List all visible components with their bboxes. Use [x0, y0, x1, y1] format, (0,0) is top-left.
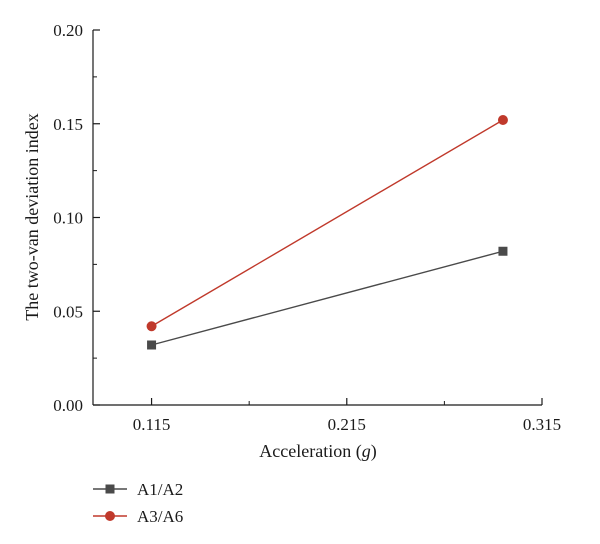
- series-line-a1-a2: [151, 250, 504, 346]
- y-axis-title: The two-van deviation index: [22, 113, 42, 320]
- data-point: [497, 115, 508, 125]
- data-point: [498, 246, 508, 256]
- y-tick-label: 0.10: [53, 209, 83, 228]
- y-tick-label: 0.20: [53, 21, 83, 40]
- data-point: [146, 321, 157, 332]
- y-ticks: 0.00 0.05 0.10 0.15 0.20: [53, 21, 100, 415]
- series-layer: [146, 115, 508, 350]
- y-tick-label: 0.15: [53, 115, 83, 134]
- legend-label: A3/A6: [137, 507, 183, 526]
- x-axis-title-unit: g: [362, 441, 371, 461]
- data-point: [147, 340, 157, 350]
- legend-swatch-marker: [105, 484, 115, 494]
- series-line-a3-a6: [151, 119, 504, 327]
- x-axis-title: Acceleration (g): [259, 441, 376, 462]
- legend-label: A1/A2: [137, 480, 183, 499]
- axes: [92, 30, 542, 406]
- legend: A1/A2 A3/A6: [93, 480, 183, 526]
- x-ticks: 0.115 0.215 0.315: [133, 398, 561, 434]
- x-tick-label: 0.215: [328, 415, 366, 434]
- x-tick-label: 0.115: [133, 415, 171, 434]
- x-axis-title-text: Acceleration: [259, 441, 351, 461]
- x-axis-title-close-paren: ): [371, 441, 377, 462]
- x-tick-label: 0.315: [523, 415, 561, 434]
- legend-swatch-marker: [105, 511, 115, 521]
- y-tick-label: 0.00: [53, 396, 83, 415]
- y-tick-label: 0.05: [53, 302, 83, 321]
- x-axis-title-open-paren: (: [351, 441, 362, 462]
